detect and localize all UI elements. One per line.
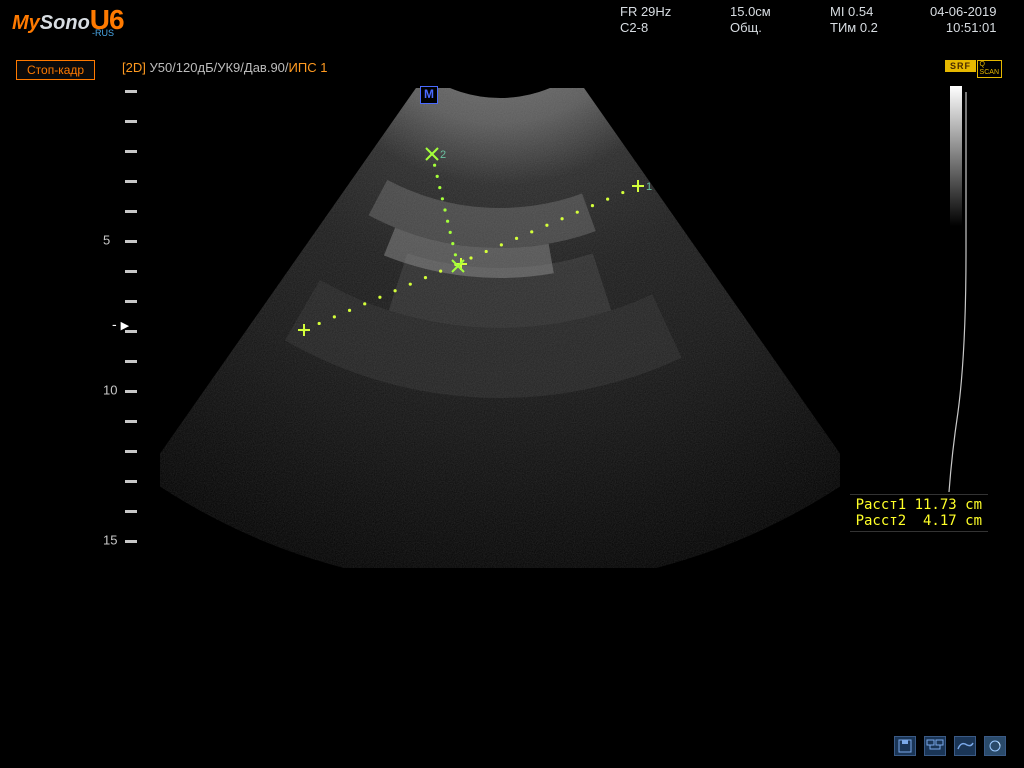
- depth-tick-label: 15: [103, 533, 153, 548]
- preset-value: Общ.: [730, 20, 771, 36]
- depth-tick: [125, 450, 137, 453]
- logo-part-my: My: [12, 12, 40, 34]
- hdr-col-indices: MI 0.54 TИм 0.2: [830, 4, 878, 36]
- hdr-col-datetime: 04-06-2019 10:51:01: [930, 4, 997, 36]
- scan-mode-line: [2D] У50/120дБ/УК9/Дав.90/ИПС 1: [122, 60, 327, 75]
- save-icon[interactable]: [894, 736, 916, 756]
- depth-tick: [125, 90, 137, 93]
- depth-cm-value: 15.0см: [730, 4, 771, 20]
- depth-tick: [125, 300, 137, 303]
- measurement-row: Расст2 4.17 cm: [856, 513, 982, 529]
- depth-tick: [125, 180, 137, 183]
- header-bar: MySonoU6 -RUS FR 29Hz C2-8 15.0см Общ. M…: [0, 0, 1024, 40]
- usb-icon[interactable]: [954, 736, 976, 756]
- print-icon[interactable]: [984, 736, 1006, 756]
- ti-value: TИм 0.2: [830, 20, 878, 36]
- logo-part-sono: Sono: [40, 12, 90, 34]
- hdr-col-framerate: FR 29Hz C2-8: [620, 4, 671, 36]
- logo-region-suffix: -RUS: [92, 28, 114, 38]
- mode-tag: [2D]: [122, 60, 146, 75]
- depth-tick-label: 5: [103, 233, 153, 248]
- svg-text:2: 2: [440, 149, 446, 161]
- depth-tick: [125, 270, 137, 273]
- depth-tick: [125, 480, 137, 483]
- svg-text:1: 1: [646, 181, 652, 193]
- mode-ips: ИПС 1: [289, 60, 328, 75]
- mi-value: MI 0.54: [830, 4, 878, 20]
- srf-badge: SRF: [945, 60, 976, 72]
- focus-marker: - ▶: [112, 316, 129, 332]
- freeze-button[interactable]: Стоп-кадр: [16, 60, 95, 80]
- probe-value: C2-8: [620, 20, 671, 36]
- depth-tick: [125, 120, 137, 123]
- measurement-row: Расст1 11.73 cm: [856, 497, 982, 513]
- date-value: 04-06-2019: [930, 4, 997, 20]
- tgc-curve: [944, 92, 984, 492]
- qscan-badge: QSCAN: [977, 60, 1002, 78]
- depth-tick: [125, 420, 137, 423]
- depth-tick-label: 10: [103, 383, 153, 398]
- framerate-value: FR 29Hz: [620, 4, 671, 20]
- hdr-col-depth: 15.0см Общ.: [730, 4, 771, 36]
- depth-tick: [125, 150, 137, 153]
- orientation-m-marker: M: [420, 86, 438, 104]
- depth-tick: [125, 510, 137, 513]
- depth-scale: 51015: [125, 90, 155, 550]
- depth-tick: [125, 360, 137, 363]
- time-value: 10:51:01: [930, 20, 997, 36]
- network-icon[interactable]: [924, 736, 946, 756]
- mode-params: У50/120дБ/УК9/Дав.90/: [149, 60, 288, 75]
- ultrasound-image[interactable]: 12: [160, 88, 840, 568]
- measurement-results-box: Расст1 11.73 cmРасст2 4.17 cm: [850, 494, 988, 532]
- footer-icon-tray: [894, 736, 1006, 756]
- depth-tick: [125, 210, 137, 213]
